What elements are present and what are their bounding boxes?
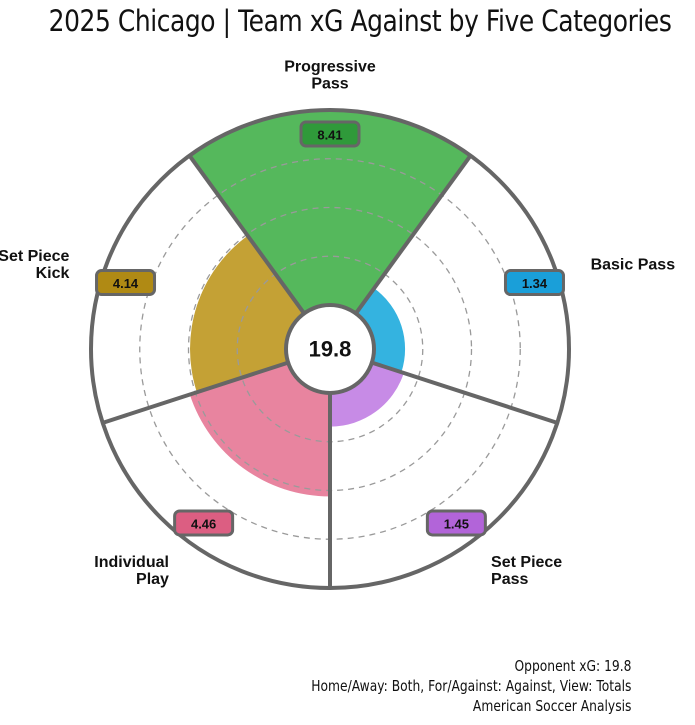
value-label-progressive-pass: 8.41 — [299, 120, 361, 148]
value-label-basic-pass: 1.34 — [503, 269, 565, 297]
footer-opponent-xg: Opponent xG: 19.8 — [514, 657, 631, 675]
spoke-1 — [187, 154, 306, 315]
spoke-5 — [102, 360, 289, 425]
footer-filters: Home/Away: Both, For/Against: Against, V… — [310, 677, 631, 695]
footer-source: American Soccer Analysis — [472, 697, 631, 715]
center-total-label: 19.8 — [309, 337, 352, 362]
value-text: 4.14 — [113, 276, 139, 291]
value-box — [299, 120, 361, 148]
value-box — [503, 269, 565, 297]
category-label-set-piece-pass: Set Piece Pass — [491, 554, 562, 588]
value-box — [173, 509, 235, 537]
spoke-2 — [354, 154, 473, 315]
wedge-individual-play — [189, 362, 330, 497]
value-label-set-piece-kick: 4.14 — [95, 269, 157, 297]
value-label-set-piece-pass: 1.45 — [425, 509, 487, 537]
spoke-3 — [371, 360, 558, 425]
category-label-set-piece-kick: Set Piece Kick — [0, 248, 70, 282]
wedge-set-piece-pass — [330, 362, 404, 427]
value-box — [425, 509, 487, 537]
category-label-progressive-pass: Progressive Pass — [284, 59, 376, 93]
value-text: 8.41 — [317, 128, 342, 143]
chart-title: 2025 Chicago | Team xG Against by Five C… — [48, 4, 672, 38]
value-box — [95, 269, 157, 297]
category-label-basic-pass: Basic Pass — [591, 256, 676, 273]
center-circle — [284, 303, 376, 395]
wedge-basic-pass — [355, 288, 406, 373]
chart-footer: Opponent xG: 19.8 Home/Away: Both, For/A… — [311, 656, 631, 716]
value-label-individual-play: 4.46 — [173, 509, 235, 537]
value-text: 1.45 — [444, 516, 469, 531]
category-label-individual-play: Individual Play — [94, 554, 169, 588]
value-text: 4.46 — [191, 516, 216, 531]
wedge-progressive-pass — [189, 110, 471, 314]
value-text: 1.34 — [522, 276, 548, 291]
